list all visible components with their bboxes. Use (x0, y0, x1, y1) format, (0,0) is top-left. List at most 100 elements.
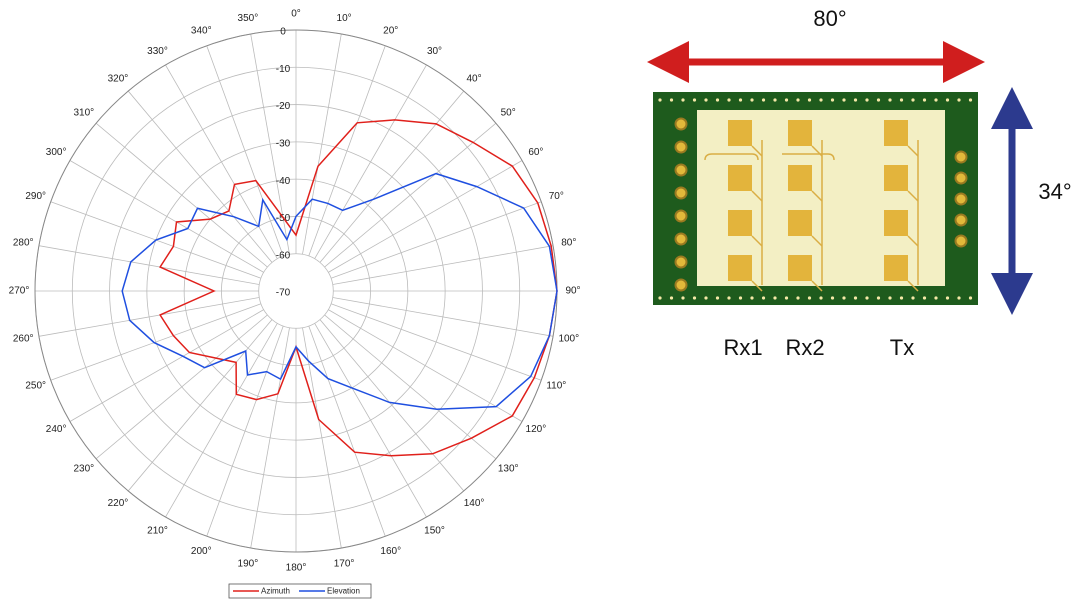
feed-line (907, 235, 919, 247)
pcb-via (842, 296, 846, 300)
pcb-via (658, 296, 662, 300)
grid-spoke (206, 325, 284, 537)
pcb-pad (674, 117, 688, 131)
grid-spoke (165, 64, 278, 259)
pcb-via (865, 98, 869, 102)
grid-spoke (319, 319, 465, 492)
grid-spoke (38, 297, 260, 337)
antenna-patch (788, 255, 812, 281)
grid-spoke (95, 122, 268, 268)
angle-label: 30° (427, 46, 442, 57)
grid-spoke (330, 303, 542, 381)
feed-line (751, 190, 763, 202)
angle-label: 50° (501, 108, 516, 119)
angle-label: 130° (498, 464, 519, 475)
angle-label: 150° (424, 526, 445, 537)
angle-label: 260° (13, 334, 34, 345)
radial-tick-label: -60 (276, 250, 291, 261)
grid-spoke (324, 122, 497, 268)
grid-spoke (332, 297, 554, 337)
antenna-patch (884, 210, 908, 236)
pcb-via (750, 98, 754, 102)
pcb-via (922, 296, 927, 300)
pcb-via (796, 296, 800, 300)
pcb-pad (954, 234, 968, 248)
angle-label: 230° (73, 464, 94, 475)
angle-label: 330° (147, 46, 168, 57)
feed-line (751, 145, 763, 157)
feed-line (751, 280, 763, 292)
angle-label: 110° (546, 380, 566, 391)
antenna-patch (884, 120, 908, 146)
radial-tick-label: -40 (276, 176, 291, 187)
angle-label: 80° (561, 238, 576, 249)
feed-line (811, 190, 823, 202)
angle-label: 250° (25, 380, 46, 391)
angle-label: 200° (191, 546, 212, 557)
pcb-via (888, 296, 892, 300)
pcb-pad (674, 255, 688, 269)
angle-label: 350° (238, 13, 259, 24)
pcb-pad (674, 163, 688, 177)
pcb-pad (674, 232, 688, 246)
grid-spoke (95, 314, 268, 460)
grid-spoke (38, 245, 260, 285)
feed-line (907, 145, 919, 157)
pcb-via (934, 98, 938, 102)
pcb-via (681, 296, 685, 300)
grid-spoke (69, 160, 264, 273)
pcb-via (658, 98, 662, 102)
pcb-via (842, 98, 846, 102)
grid-spoke (328, 160, 523, 273)
pcb-via (968, 296, 973, 300)
grid-spoke (206, 45, 284, 257)
grid-spoke (302, 327, 342, 549)
legend-label: Elevation (327, 587, 360, 596)
angle-label: 140° (464, 498, 485, 509)
pcb-via (830, 296, 835, 300)
pcb-pad (954, 150, 968, 164)
pcb-via (968, 98, 973, 102)
pcb-via (819, 98, 823, 102)
angle-label: 290° (25, 191, 46, 202)
radial-tick-label: -10 (276, 64, 291, 75)
grid-spoke (250, 327, 290, 549)
antenna-patch (884, 255, 908, 281)
pcb-via (727, 98, 731, 102)
antenna-patch (788, 165, 812, 191)
pcb-via (876, 296, 881, 300)
grid-spoke (330, 201, 542, 279)
pcb-via (899, 296, 904, 300)
grid-spoke (50, 303, 262, 381)
angle-label: 100° (558, 334, 579, 345)
pcb-via (773, 98, 777, 102)
pcb-via (681, 98, 685, 102)
angle-label: 170° (334, 558, 355, 569)
antenna-patch (728, 210, 752, 236)
pcb-pad (954, 192, 968, 206)
grid-spoke (69, 309, 264, 422)
angle-label: 190° (238, 558, 259, 569)
pcb-pad (954, 213, 968, 227)
grid-spoke (302, 33, 342, 255)
grid-spoke (314, 323, 427, 518)
grid-spoke (165, 323, 278, 518)
angle-label: 160° (380, 546, 401, 557)
pcb-via (888, 98, 892, 102)
antenna-patch (728, 255, 752, 281)
pcb-via (957, 98, 961, 102)
angle-label: 90° (565, 286, 580, 297)
grid-spoke (332, 245, 554, 285)
antenna-label: Tx (890, 335, 914, 360)
pcb-via (899, 98, 904, 102)
pcb-via (704, 296, 708, 300)
feed-line (811, 280, 823, 292)
series-line (121, 172, 558, 410)
grid-ring (258, 253, 334, 329)
pcb-via (715, 296, 720, 300)
radial-tick-label: -20 (276, 101, 291, 112)
grid-spoke (324, 314, 497, 460)
pcb-pad (674, 140, 688, 154)
grid-spoke (319, 90, 465, 263)
